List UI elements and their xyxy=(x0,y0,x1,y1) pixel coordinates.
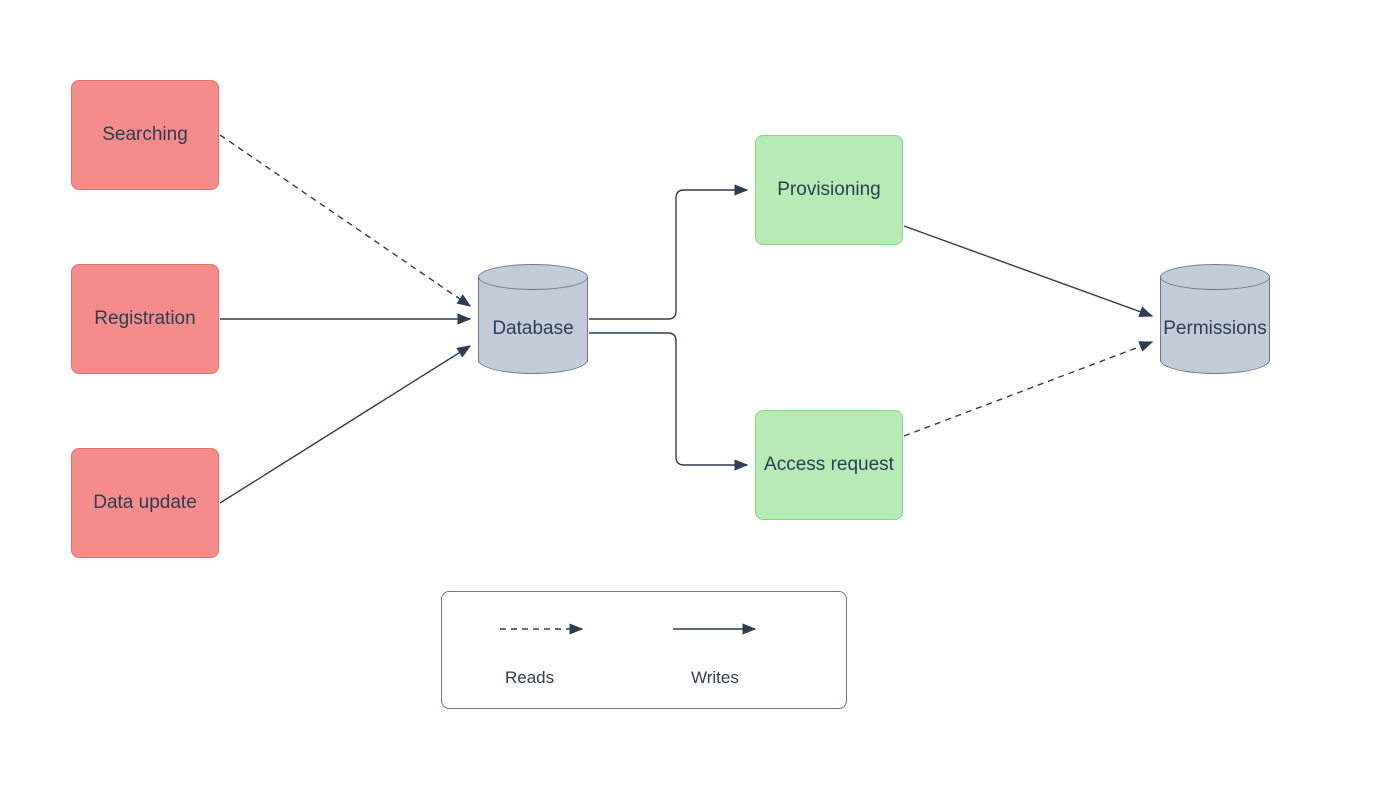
node-provisioning: Provisioning xyxy=(755,135,903,245)
legend-reads-label: Reads xyxy=(505,668,554,688)
node-label: Permissions xyxy=(1160,318,1270,340)
edge-database-provisioning xyxy=(589,190,747,319)
node-database: Database xyxy=(478,264,588,374)
node-searching: Searching xyxy=(71,80,219,190)
node-data-update: Data update xyxy=(71,448,219,558)
diagram-canvas: Searching Registration Data update Provi… xyxy=(0,0,1400,796)
node-access-request: Access request xyxy=(755,410,903,520)
node-label: Provisioning xyxy=(777,178,881,203)
node-label: Searching xyxy=(102,123,188,148)
edge-provisioning-permissions xyxy=(904,226,1152,316)
node-registration: Registration xyxy=(71,264,219,374)
edge-accessreq-permissions xyxy=(904,342,1152,436)
edge-searching-database xyxy=(220,135,470,306)
node-label: Data update xyxy=(93,491,197,516)
node-label: Database xyxy=(478,318,588,340)
node-permissions: Permissions xyxy=(1160,264,1270,374)
node-label: Registration xyxy=(94,307,195,332)
legend-writes-label: Writes xyxy=(691,668,739,688)
edge-database-accessreq xyxy=(589,333,747,465)
node-label: Access request xyxy=(764,453,894,478)
edge-dataupdate-database xyxy=(220,346,470,503)
legend-box xyxy=(441,591,847,709)
